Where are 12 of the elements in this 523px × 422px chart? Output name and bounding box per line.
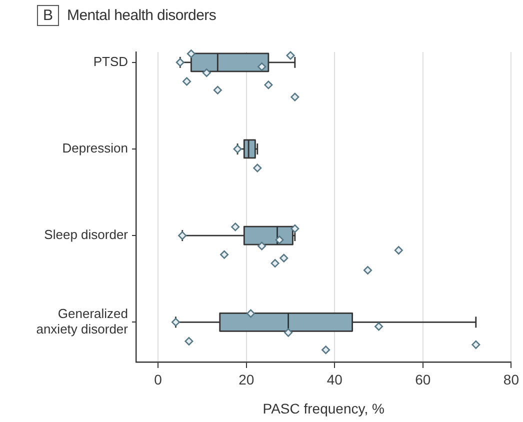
y-tick-label: Sleep disorder bbox=[44, 227, 129, 242]
y-tick-label: PTSD bbox=[93, 54, 128, 69]
x-tick-label: 40 bbox=[326, 371, 343, 388]
x-tick-label: 20 bbox=[238, 371, 254, 388]
x-tick-label: 60 bbox=[415, 371, 431, 388]
y-tick-label: Depression bbox=[62, 140, 128, 156]
x-tick-label: 0 bbox=[154, 371, 162, 388]
chart-title: Mental health disorders bbox=[67, 6, 216, 26]
x-tick-label: 80 bbox=[503, 371, 520, 388]
x-axis-title: PASC frequency, % bbox=[262, 400, 384, 416]
text: B bbox=[43, 7, 54, 24]
y-tick-label: Generalized anxiety disorder bbox=[36, 306, 129, 337]
